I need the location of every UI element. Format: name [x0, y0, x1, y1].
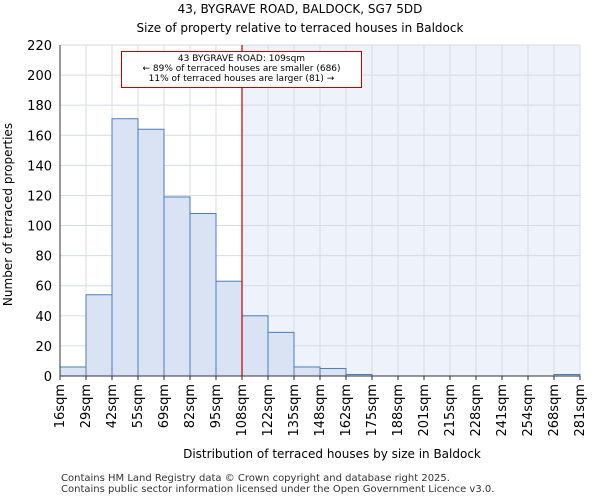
- bar: [163, 196, 191, 377]
- x-tick-label: 162sqm: [339, 384, 354, 437]
- bar: [293, 366, 321, 377]
- bar: [267, 331, 295, 377]
- x-tick-label: 16sqm: [53, 384, 68, 428]
- x-tick-label: 281sqm: [573, 384, 588, 437]
- x-tick-label: 228sqm: [469, 384, 484, 437]
- annotation-line-2: ← 89% of terraced houses are smaller (68…: [142, 64, 341, 74]
- y-tick-label: 100: [27, 220, 52, 235]
- x-tick-label: 108sqm: [235, 384, 250, 437]
- y-tick-label: 220: [27, 39, 52, 54]
- x-tick-label: 135sqm: [287, 384, 302, 437]
- x-tick-label: 42sqm: [105, 384, 120, 428]
- x-tick-label: 148sqm: [313, 384, 328, 437]
- x-tick-label: 122sqm: [261, 384, 276, 437]
- y-tick-label: 60: [35, 280, 52, 295]
- y-tick-label: 200: [27, 69, 52, 84]
- x-tick-label: 254sqm: [521, 384, 536, 437]
- x-tick-label: 95sqm: [209, 384, 224, 428]
- chart-subtitle: Size of property relative to terraced ho…: [136, 21, 464, 35]
- chart-title: 43, BYGRAVE ROAD, BALDOCK, SG7 5DD: [177, 2, 423, 16]
- x-tick-label: 188sqm: [391, 384, 406, 437]
- highlight-region: [242, 45, 580, 376]
- y-tick-label: 180: [27, 99, 52, 114]
- x-tick-label: 29sqm: [79, 384, 94, 428]
- x-tick-label: 55sqm: [131, 384, 146, 428]
- property-annotation: 43 BYGRAVE ROAD: 109sqm ← 89% of terrace…: [121, 51, 362, 88]
- y-axis-label: Number of terraced properties: [1, 123, 15, 306]
- x-tick-label: 215sqm: [443, 384, 458, 437]
- y-tick-label: 140: [27, 159, 52, 174]
- bar: [241, 315, 269, 377]
- y-tick-label: 160: [27, 129, 52, 144]
- bar: [189, 213, 217, 377]
- x-tick-label: 201sqm: [417, 384, 432, 437]
- x-tick-label: 82sqm: [183, 384, 198, 428]
- x-tick-label: 268sqm: [547, 384, 562, 437]
- bar: [111, 118, 139, 377]
- x-axis-label: Distribution of terraced houses by size …: [183, 447, 481, 461]
- y-tick-label: 80: [35, 250, 52, 265]
- y-tick-label: 0: [44, 370, 52, 385]
- annotation-line-1: 43 BYGRAVE ROAD: 109sqm: [177, 54, 306, 64]
- y-tick-label: 120: [27, 189, 52, 204]
- bar: [137, 128, 165, 377]
- bar: [85, 294, 113, 377]
- x-tick-label: 241sqm: [495, 384, 510, 437]
- footer-licence: Contains public sector information licen…: [61, 484, 495, 495]
- footer-copyright: Contains HM Land Registry data © Crown c…: [61, 473, 450, 484]
- annotation-line-3: 11% of terraced houses are larger (81) →: [148, 74, 335, 84]
- x-tick-label: 175sqm: [365, 384, 380, 437]
- bar: [215, 280, 243, 377]
- x-tick-label: 69sqm: [157, 384, 172, 428]
- bar: [319, 367, 347, 377]
- y-tick-label: 20: [35, 340, 52, 355]
- y-tick-label: 40: [35, 310, 52, 325]
- bar: [59, 366, 87, 377]
